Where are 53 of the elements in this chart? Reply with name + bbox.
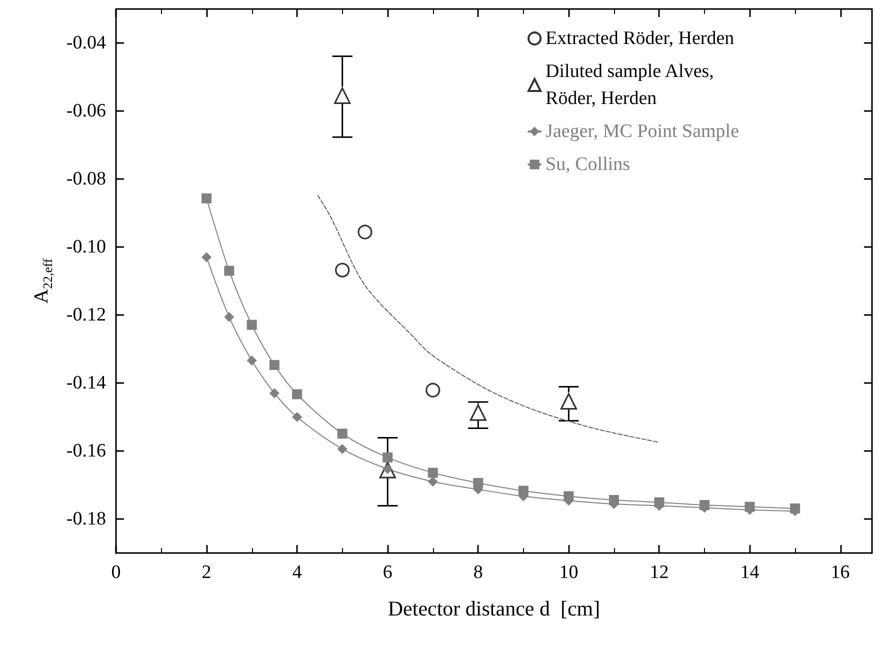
- legend-label: Su, Collins: [546, 154, 630, 175]
- point: [202, 193, 212, 204]
- y-tick-label: -0.08: [66, 168, 106, 190]
- y-tick-label: -0.12: [66, 304, 106, 326]
- point: [246, 356, 257, 366]
- point: [202, 252, 212, 262]
- point: [292, 389, 302, 400]
- point: [470, 404, 486, 421]
- x-tick-label: 6: [382, 562, 392, 583]
- x-tick-label: 8: [473, 562, 483, 583]
- x-tick-label: 4: [292, 562, 302, 583]
- legend-label: Jaeger, MC Point Sample: [546, 121, 740, 142]
- point: [654, 497, 664, 508]
- point: [700, 500, 710, 510]
- point: [269, 360, 280, 370]
- point: [608, 494, 619, 505]
- point: [560, 393, 577, 410]
- legend-label: Diluted sample Alves, Röder, Herden: [546, 61, 714, 109]
- point: [292, 412, 302, 422]
- x-axis-title: Detector distance d [cm]: [388, 596, 600, 620]
- x-tick-label: 16: [830, 562, 850, 583]
- point: [337, 428, 348, 439]
- y-tick-label: -0.16: [66, 440, 106, 462]
- x-tick-label: 12: [650, 562, 669, 583]
- point: [428, 476, 438, 487]
- point: [337, 444, 348, 454]
- point: [473, 478, 484, 488]
- y-tick-label: -0.18: [66, 508, 106, 530]
- legend-label: Extracted Röder, Herden: [546, 28, 735, 49]
- x-tick-label: 0: [111, 562, 121, 583]
- point: [518, 486, 528, 496]
- y-tick-label: -0.04: [66, 32, 106, 54]
- point: [334, 87, 351, 104]
- y-axis-title: A22,eff: [30, 258, 55, 304]
- x-tick-label: 14: [740, 562, 760, 583]
- point: [269, 388, 280, 398]
- point: [564, 491, 574, 502]
- x-tick-label: 2: [202, 562, 212, 583]
- point: [358, 224, 372, 240]
- line-series: [317, 195, 659, 443]
- point: [246, 320, 257, 330]
- point: [224, 266, 234, 276]
- point: [428, 468, 438, 478]
- y-tick-label: -0.10: [66, 236, 106, 258]
- point: [790, 503, 800, 514]
- point: [382, 452, 393, 462]
- y-tick-label: -0.14: [66, 372, 106, 394]
- point: [426, 382, 440, 398]
- y-tick-label: -0.06: [66, 100, 106, 122]
- point: [744, 502, 755, 512]
- point: [224, 312, 234, 322]
- point: [335, 262, 350, 278]
- x-tick-label: 10: [559, 562, 578, 583]
